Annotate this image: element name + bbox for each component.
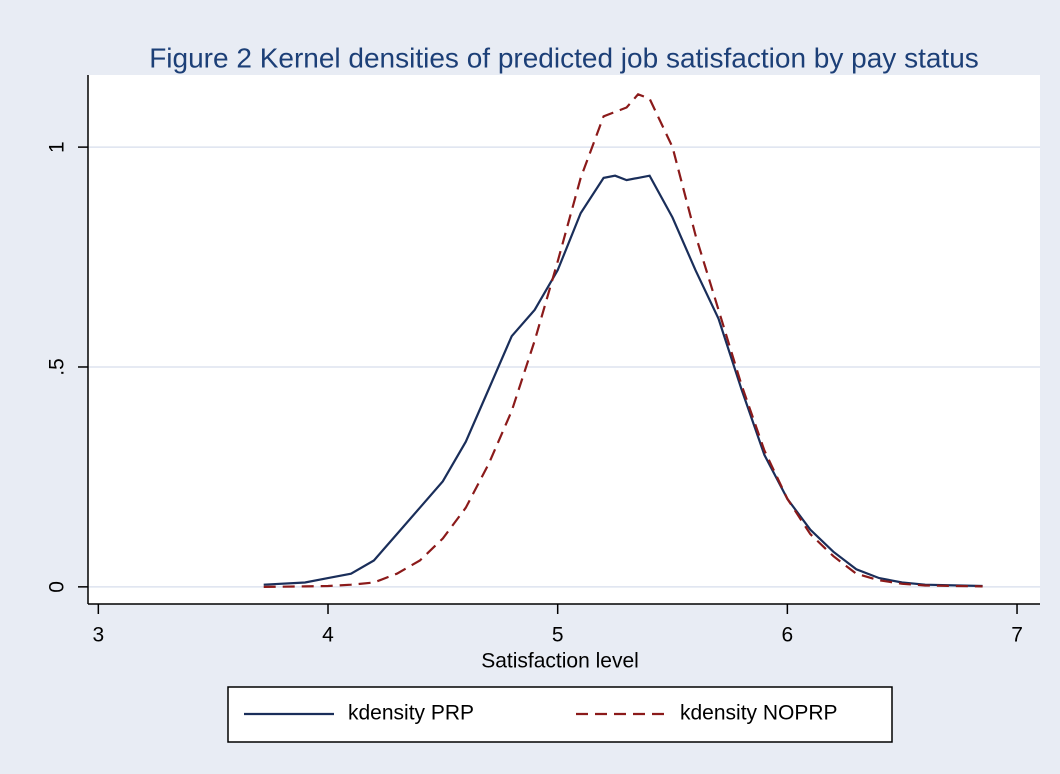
x-tick-label: 3: [92, 624, 104, 647]
legend-box: [227, 686, 893, 743]
legend: kdensity PRP kdensity NOPRP: [227, 686, 893, 743]
series-line: [263, 174, 983, 588]
y-tick-label: .5: [46, 358, 69, 376]
x-tick-label: 4: [322, 624, 334, 647]
legend-label: kdensity NOPRP: [680, 702, 838, 725]
y-tick-label: 1: [46, 141, 69, 153]
legend-label: kdensity PRP: [348, 702, 474, 725]
plot-area: [88, 75, 1040, 604]
y-tick-label: 0: [46, 581, 69, 593]
series-line: [263, 92, 983, 588]
x-tick-label: 5: [552, 624, 564, 647]
chart-title: Figure 2 Kernel densities of predicted j…: [149, 42, 979, 73]
x-tick-label: 7: [1011, 624, 1023, 647]
x-axis-label: Satisfaction level: [481, 650, 639, 673]
x-tick-label: 6: [782, 624, 794, 647]
